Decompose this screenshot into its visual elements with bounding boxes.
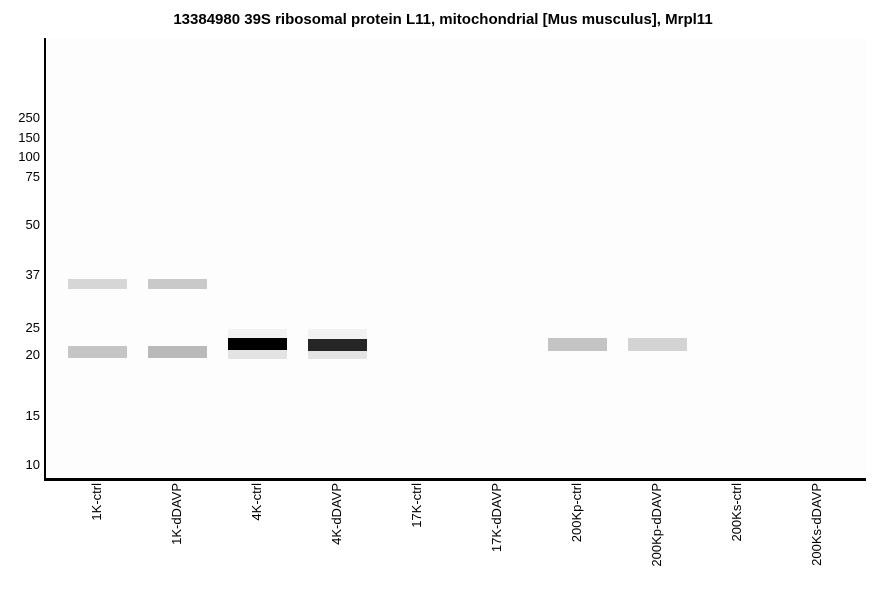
lane-label-17K-ctrl: 17K-ctrl: [409, 483, 424, 528]
y-tick-label-20: 20: [25, 347, 40, 362]
lane-label-200Ks-ctrl: 200Ks-ctrl: [729, 483, 744, 542]
band-4K-ctrl-22kda: [228, 329, 287, 359]
band-1K-dDAVP-35kda: [148, 279, 207, 289]
lane-label-1K-ctrl: 1K-ctrl: [89, 483, 104, 521]
y-tick-label-10: 10: [25, 457, 40, 472]
y-tick-label-15: 15: [25, 408, 40, 423]
band-1K-ctrl-20.5kda: [68, 346, 127, 358]
lane-label-17K-dDAVP: 17K-dDAVP: [489, 483, 504, 553]
y-tick-label-37: 37: [25, 267, 40, 282]
y-tick-label-50: 50: [25, 217, 40, 232]
band-200Kp-ctrl-22kda: [548, 338, 607, 351]
y-tick-label-100: 100: [18, 149, 40, 164]
band-200Kp-dDAVP-22kda: [628, 338, 687, 351]
band-stripe: [308, 339, 367, 351]
band-stripe: [308, 351, 367, 359]
lane-label-200Kp-ctrl: 200Kp-ctrl: [569, 483, 584, 543]
lane-label-1K-dDAVP: 1K-dDAVP: [169, 483, 184, 545]
band-4K-dDAVP-22kda: [308, 329, 367, 359]
y-tick-label-25: 25: [25, 320, 40, 335]
band-stripe: [228, 329, 287, 338]
band-1K-ctrl-35kda: [68, 279, 127, 289]
x-axis-line: [44, 478, 866, 481]
chart-title: 13384980 39S ribosomal protein L11, mito…: [173, 11, 713, 28]
lane-label-4K-ctrl: 4K-ctrl: [249, 483, 264, 521]
lane-label-200Kp-dDAVP: 200Kp-dDAVP: [649, 483, 664, 567]
lane-label-4K-dDAVP: 4K-dDAVP: [329, 483, 344, 545]
y-axis-line: [44, 38, 46, 481]
band-stripe: [228, 338, 287, 350]
lane-label-200Ks-dDAVP: 200Ks-dDAVP: [809, 483, 824, 566]
plot-area: [46, 38, 866, 478]
band-1K-dDAVP-20.5kda: [148, 346, 207, 358]
band-stripe: [308, 329, 367, 339]
band-stripe: [228, 350, 287, 359]
y-tick-label-150: 150: [18, 130, 40, 145]
y-tick-label-75: 75: [25, 169, 40, 184]
y-tick-label-250: 250: [18, 110, 40, 125]
